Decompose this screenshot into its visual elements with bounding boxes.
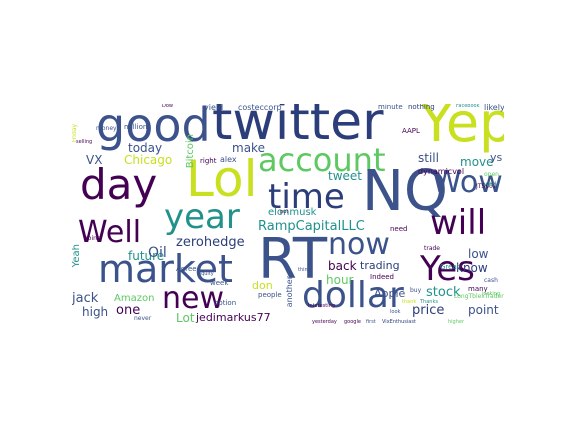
word-thing: thing	[298, 267, 311, 273]
word-day: day	[80, 160, 158, 209]
word-dynamicvol: dynamicvol	[418, 167, 465, 176]
word-stock: stock	[426, 285, 461, 300]
word-minute: minute	[378, 104, 403, 111]
word-year: year	[164, 197, 240, 237]
word-rt: RT	[258, 227, 328, 292]
word-equity: equity	[198, 271, 214, 277]
word-alex: alex	[220, 155, 237, 164]
word-right: right	[200, 157, 217, 165]
word-still: still	[418, 151, 439, 165]
word-put: put	[280, 209, 289, 215]
word-well: Well	[78, 215, 142, 250]
word-selling: selling	[76, 139, 93, 145]
word-costeccorp: costeccorp	[238, 104, 282, 112]
word-elonmusk: elonmusk	[268, 207, 317, 218]
word-people: people	[258, 291, 282, 299]
word-twitter: twitter	[212, 104, 384, 152]
word-trading: trading	[360, 259, 400, 272]
word-yeah: Yeah	[72, 244, 82, 268]
word-another: another	[285, 276, 294, 308]
word-zerohedge: zerohedge	[176, 235, 245, 250]
word-first: first	[366, 319, 376, 325]
word-great: Great	[440, 263, 460, 271]
word-thanks: Thanks	[420, 299, 438, 305]
word-yield: yield	[204, 104, 224, 112]
word-apple: Apple	[374, 287, 406, 300]
word-low: low	[468, 247, 489, 261]
word-vx: VX	[86, 153, 103, 167]
word-likely: likely	[484, 104, 504, 112]
word-jack: jack	[72, 291, 99, 306]
word-higher: higher	[448, 319, 465, 325]
word-cloud: good twitter Yep account Lol NQ Wow day …	[72, 104, 504, 328]
word-don: don	[252, 279, 273, 292]
word-yesterday: yesterday	[312, 319, 337, 325]
word-chicago: Chicago	[124, 153, 173, 167]
word-jedimarkus77: jedimarkus77	[196, 311, 271, 324]
word-friday: Friday	[72, 124, 78, 143]
word-thank: thank	[402, 299, 417, 305]
word-back: back	[328, 259, 357, 273]
word-yep: Yep	[420, 104, 504, 154]
word-need: need	[390, 225, 408, 233]
word-week: week	[210, 279, 229, 287]
word-nothing: nothing	[408, 104, 435, 111]
word-hour: hour	[326, 273, 354, 287]
word-cash: cash	[484, 277, 498, 284]
word-today: today	[128, 141, 163, 155]
word-vixenthusiast: VixEnthusiast	[382, 319, 416, 325]
word-high: high	[82, 305, 109, 319]
word-account: account	[258, 141, 386, 179]
word-time: time	[268, 177, 345, 217]
word-going: going	[84, 235, 101, 242]
word-look: look	[390, 309, 401, 315]
word-never: never	[134, 315, 152, 322]
word-price: price	[412, 303, 445, 318]
word-amazon: Amazon	[114, 293, 155, 304]
word-yes: Yes	[420, 249, 475, 289]
word-wow: Wow	[432, 165, 503, 200]
word-interesting: Interesting	[308, 303, 335, 309]
word-buy: buy	[410, 287, 422, 294]
word-now: now	[328, 227, 390, 262]
word-bitcoin: Bitcoin	[185, 134, 196, 169]
word-will: will	[430, 203, 487, 243]
word-lot: Lot	[176, 311, 195, 325]
word-jts609: JTS609	[476, 183, 497, 190]
word-know: know	[456, 261, 488, 275]
word-future: future	[128, 249, 165, 263]
word-money: money	[96, 125, 117, 132]
word-move: move	[460, 155, 494, 169]
word-longtblextrader: LongTblexTrader	[454, 293, 504, 300]
word-market: market	[98, 247, 233, 291]
word-oil: Oil	[148, 245, 167, 261]
word-open: open	[484, 171, 499, 178]
word-million: million	[124, 123, 148, 131]
word-aapl: AAPL	[402, 127, 420, 135]
word-rampcapitalllc: RampCapitalLLC	[258, 219, 365, 234]
word-option: option	[214, 299, 237, 307]
word-dow: Dow	[162, 104, 173, 109]
word-tweet: tweet	[328, 169, 362, 183]
word-trade: trade	[424, 245, 440, 252]
word-indeed: Indeed	[370, 273, 395, 281]
word-looking: looking	[482, 291, 501, 297]
word-ys: ys	[490, 151, 503, 164]
word-new: new	[162, 281, 225, 316]
word-make: make	[232, 141, 265, 155]
word-nq: NQ	[362, 159, 448, 224]
word-dollar: dollar	[302, 275, 404, 316]
word-many: many	[468, 285, 488, 293]
word-facebook: Facebook	[456, 104, 480, 109]
word-point: point	[468, 303, 499, 317]
word-work: work	[484, 181, 499, 188]
word-lol: Lol	[186, 150, 258, 208]
word-one: one	[116, 303, 141, 318]
word-good: good	[96, 104, 211, 152]
word-agree: Agree	[176, 265, 197, 273]
word-google: google	[344, 319, 361, 325]
